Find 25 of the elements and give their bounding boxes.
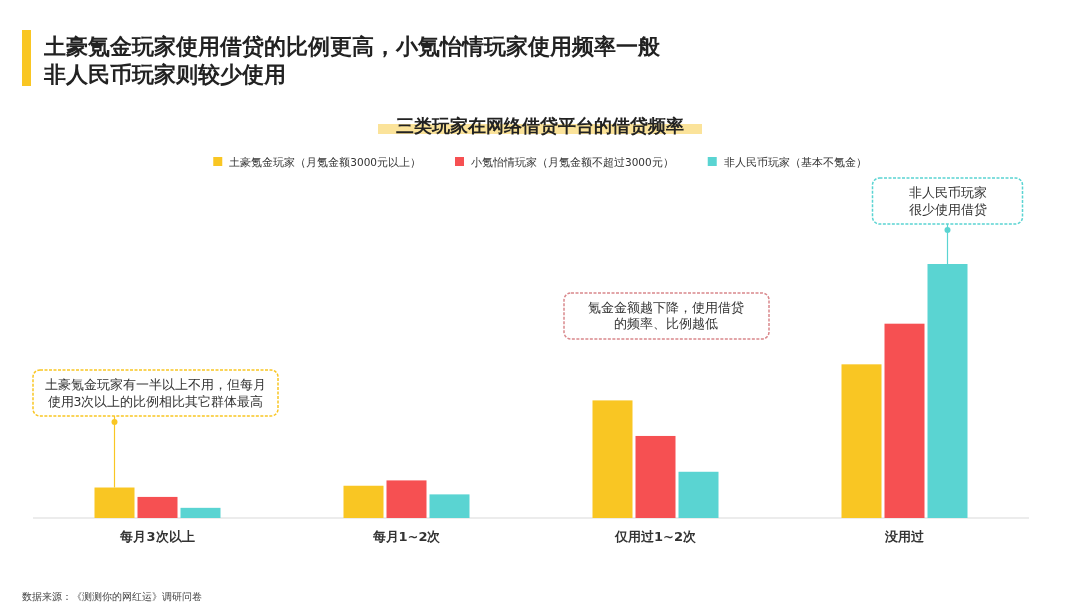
annotation: 氪金金额越下降，使用借贷的频率、比例越低 — [588, 300, 744, 331]
x-tick-label: 每月3次以上 — [119, 529, 195, 544]
x-tick-label: 仅用过1~2次 — [614, 529, 697, 544]
bar — [429, 494, 470, 518]
bar — [678, 471, 719, 518]
annotation: 土豪氪金玩家有一半以上不用，但每月使用3次以上的比例相比其它群体最高 — [45, 377, 266, 409]
legend-label: 土豪氪金玩家（月氪金额3000元以上） — [229, 156, 421, 168]
bar — [343, 485, 384, 518]
x-tick-label: 没用过 — [884, 529, 925, 544]
chart-title: 土豪氪金玩家使用借贷的比例更高，小氪怡情玩家使用频率一般非人民币玩家则较少使用 — [43, 34, 661, 87]
source-note: 数据来源：《测测你的网红运》调研问卷 — [22, 591, 202, 602]
bar — [884, 323, 925, 518]
bar — [386, 480, 427, 518]
legend-label: 非人民币玩家（基本不氪金） — [723, 156, 867, 168]
x-tick-label: 每月1~2次 — [371, 529, 442, 544]
bar — [94, 487, 135, 518]
bar — [635, 435, 676, 518]
bar — [180, 507, 221, 518]
text: 非人民币玩家很少使用借贷 — [908, 185, 987, 217]
chart-subtitle: 三类玩家在网络借贷平台的借贷频率 — [396, 115, 684, 136]
legend-label: 小氪怡情玩家（月氪金额不超过3000元） — [471, 156, 674, 168]
bar — [927, 264, 968, 518]
bar — [137, 496, 178, 518]
bar — [592, 400, 633, 518]
bar — [841, 364, 882, 518]
